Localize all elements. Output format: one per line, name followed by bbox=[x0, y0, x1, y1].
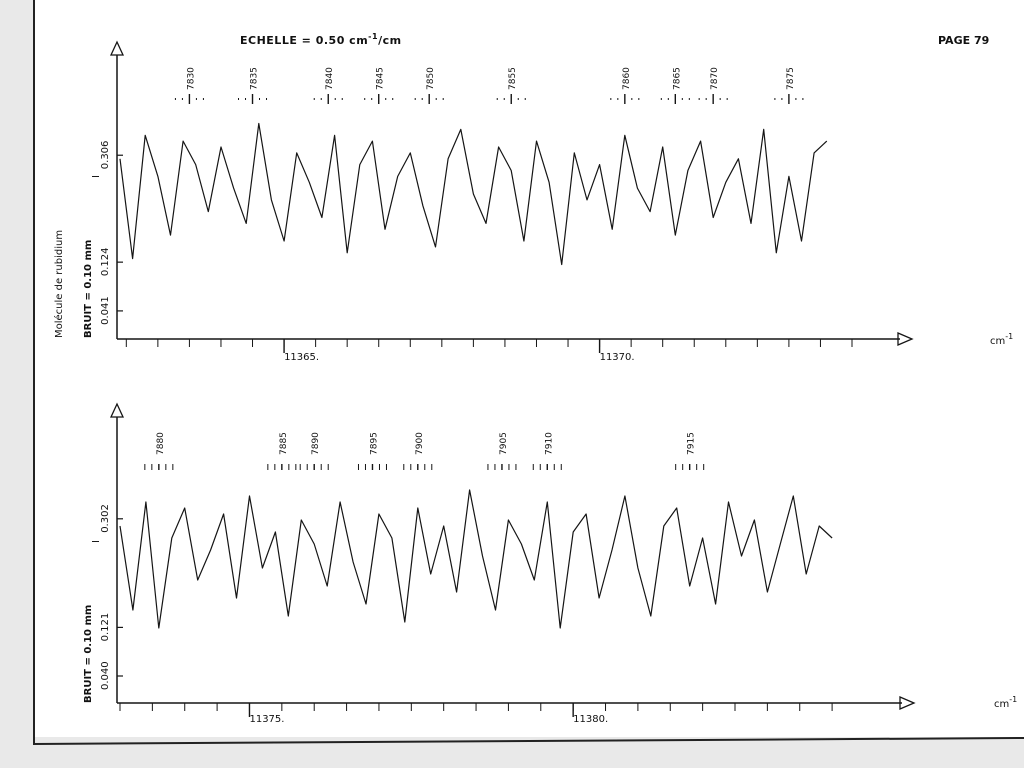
line-marker-label: 7895 bbox=[369, 432, 379, 455]
line-marker-label: 7890 bbox=[311, 432, 321, 455]
x-tick-label: 11380. bbox=[573, 714, 608, 725]
x-unit-exp: -1 bbox=[1005, 332, 1013, 341]
x-unit-label: cm-1 bbox=[994, 695, 1017, 710]
y-tick-label: 0.040 bbox=[100, 661, 111, 690]
line-marker-label: 7855 bbox=[508, 67, 518, 90]
y-mark: I bbox=[91, 175, 102, 178]
scale-header: ECHELLE = 0.50 cm-1/cm bbox=[240, 32, 402, 47]
spectrum-trace bbox=[119, 122, 828, 266]
line-marker-label: 7880 bbox=[156, 432, 166, 455]
line-marker-label: 7835 bbox=[250, 67, 260, 90]
x-tick-label: 11375. bbox=[249, 714, 284, 725]
x-tick-label: 11370. bbox=[600, 352, 635, 363]
side-title: Molécule de rubidium bbox=[53, 230, 65, 338]
y-noise-label: BRUIT = 0.10 mm bbox=[83, 605, 94, 703]
x-axis-arrow bbox=[899, 696, 916, 710]
line-marker-label: 7865 bbox=[672, 67, 682, 90]
y-tick-label: 0.121 bbox=[100, 613, 111, 642]
y-axis-arrow bbox=[109, 40, 125, 56]
y-noise-label: BRUIT = 0.10 mm bbox=[83, 240, 94, 338]
scale-header-text: ECHELLE = 0.50 cm bbox=[240, 34, 368, 47]
line-marker-label: 7885 bbox=[279, 432, 289, 455]
paper-bottom-edge bbox=[33, 737, 1024, 745]
line-marker-label: 7905 bbox=[499, 432, 509, 455]
spectrum-panel-bottom: cm-1 BRUIT = 0.10 mm I 0.302 0.121 0.040… bbox=[83, 402, 1017, 725]
line-marker-label: 7860 bbox=[622, 67, 632, 90]
y-tick-label: 0.041 bbox=[100, 296, 111, 325]
y-axis-arrow bbox=[109, 402, 125, 418]
scale-header-exp: -1 bbox=[368, 32, 378, 41]
y-mark: I bbox=[91, 540, 102, 543]
line-marker-label: 7915 bbox=[687, 432, 697, 455]
x-unit-text: cm bbox=[990, 336, 1005, 347]
paper-sheet bbox=[0, 0, 1024, 737]
x-unit-exp: -1 bbox=[1009, 695, 1017, 704]
x-axis-arrow bbox=[897, 332, 914, 346]
line-marker-label: 7850 bbox=[426, 67, 436, 90]
line-marker-label: 7870 bbox=[710, 67, 720, 90]
spectrum-panel-top: cm-1 BRUIT = 0.10 mm I 0.306 0.124 0.041… bbox=[83, 40, 1013, 363]
y-tick-label: 0.306 bbox=[100, 141, 111, 170]
line-marker-label: 7840 bbox=[325, 67, 335, 90]
line-marker-label: 7875 bbox=[786, 67, 796, 90]
y-tick-label: 0.302 bbox=[100, 504, 111, 533]
line-marker-label: 7845 bbox=[376, 67, 386, 90]
line-marker-label: 7830 bbox=[186, 67, 196, 90]
x-unit-label: cm-1 bbox=[990, 332, 1013, 347]
line-marker-label: 7910 bbox=[544, 432, 554, 455]
page-label: PAGE 79 bbox=[938, 34, 989, 47]
x-tick-label: 11365. bbox=[284, 352, 319, 363]
spectrum-trace bbox=[119, 489, 833, 629]
scale-header-tail: /cm bbox=[378, 34, 402, 47]
line-marker-label: 7900 bbox=[415, 432, 425, 455]
x-unit-text: cm bbox=[994, 699, 1009, 710]
y-tick-label: 0.124 bbox=[100, 248, 111, 277]
